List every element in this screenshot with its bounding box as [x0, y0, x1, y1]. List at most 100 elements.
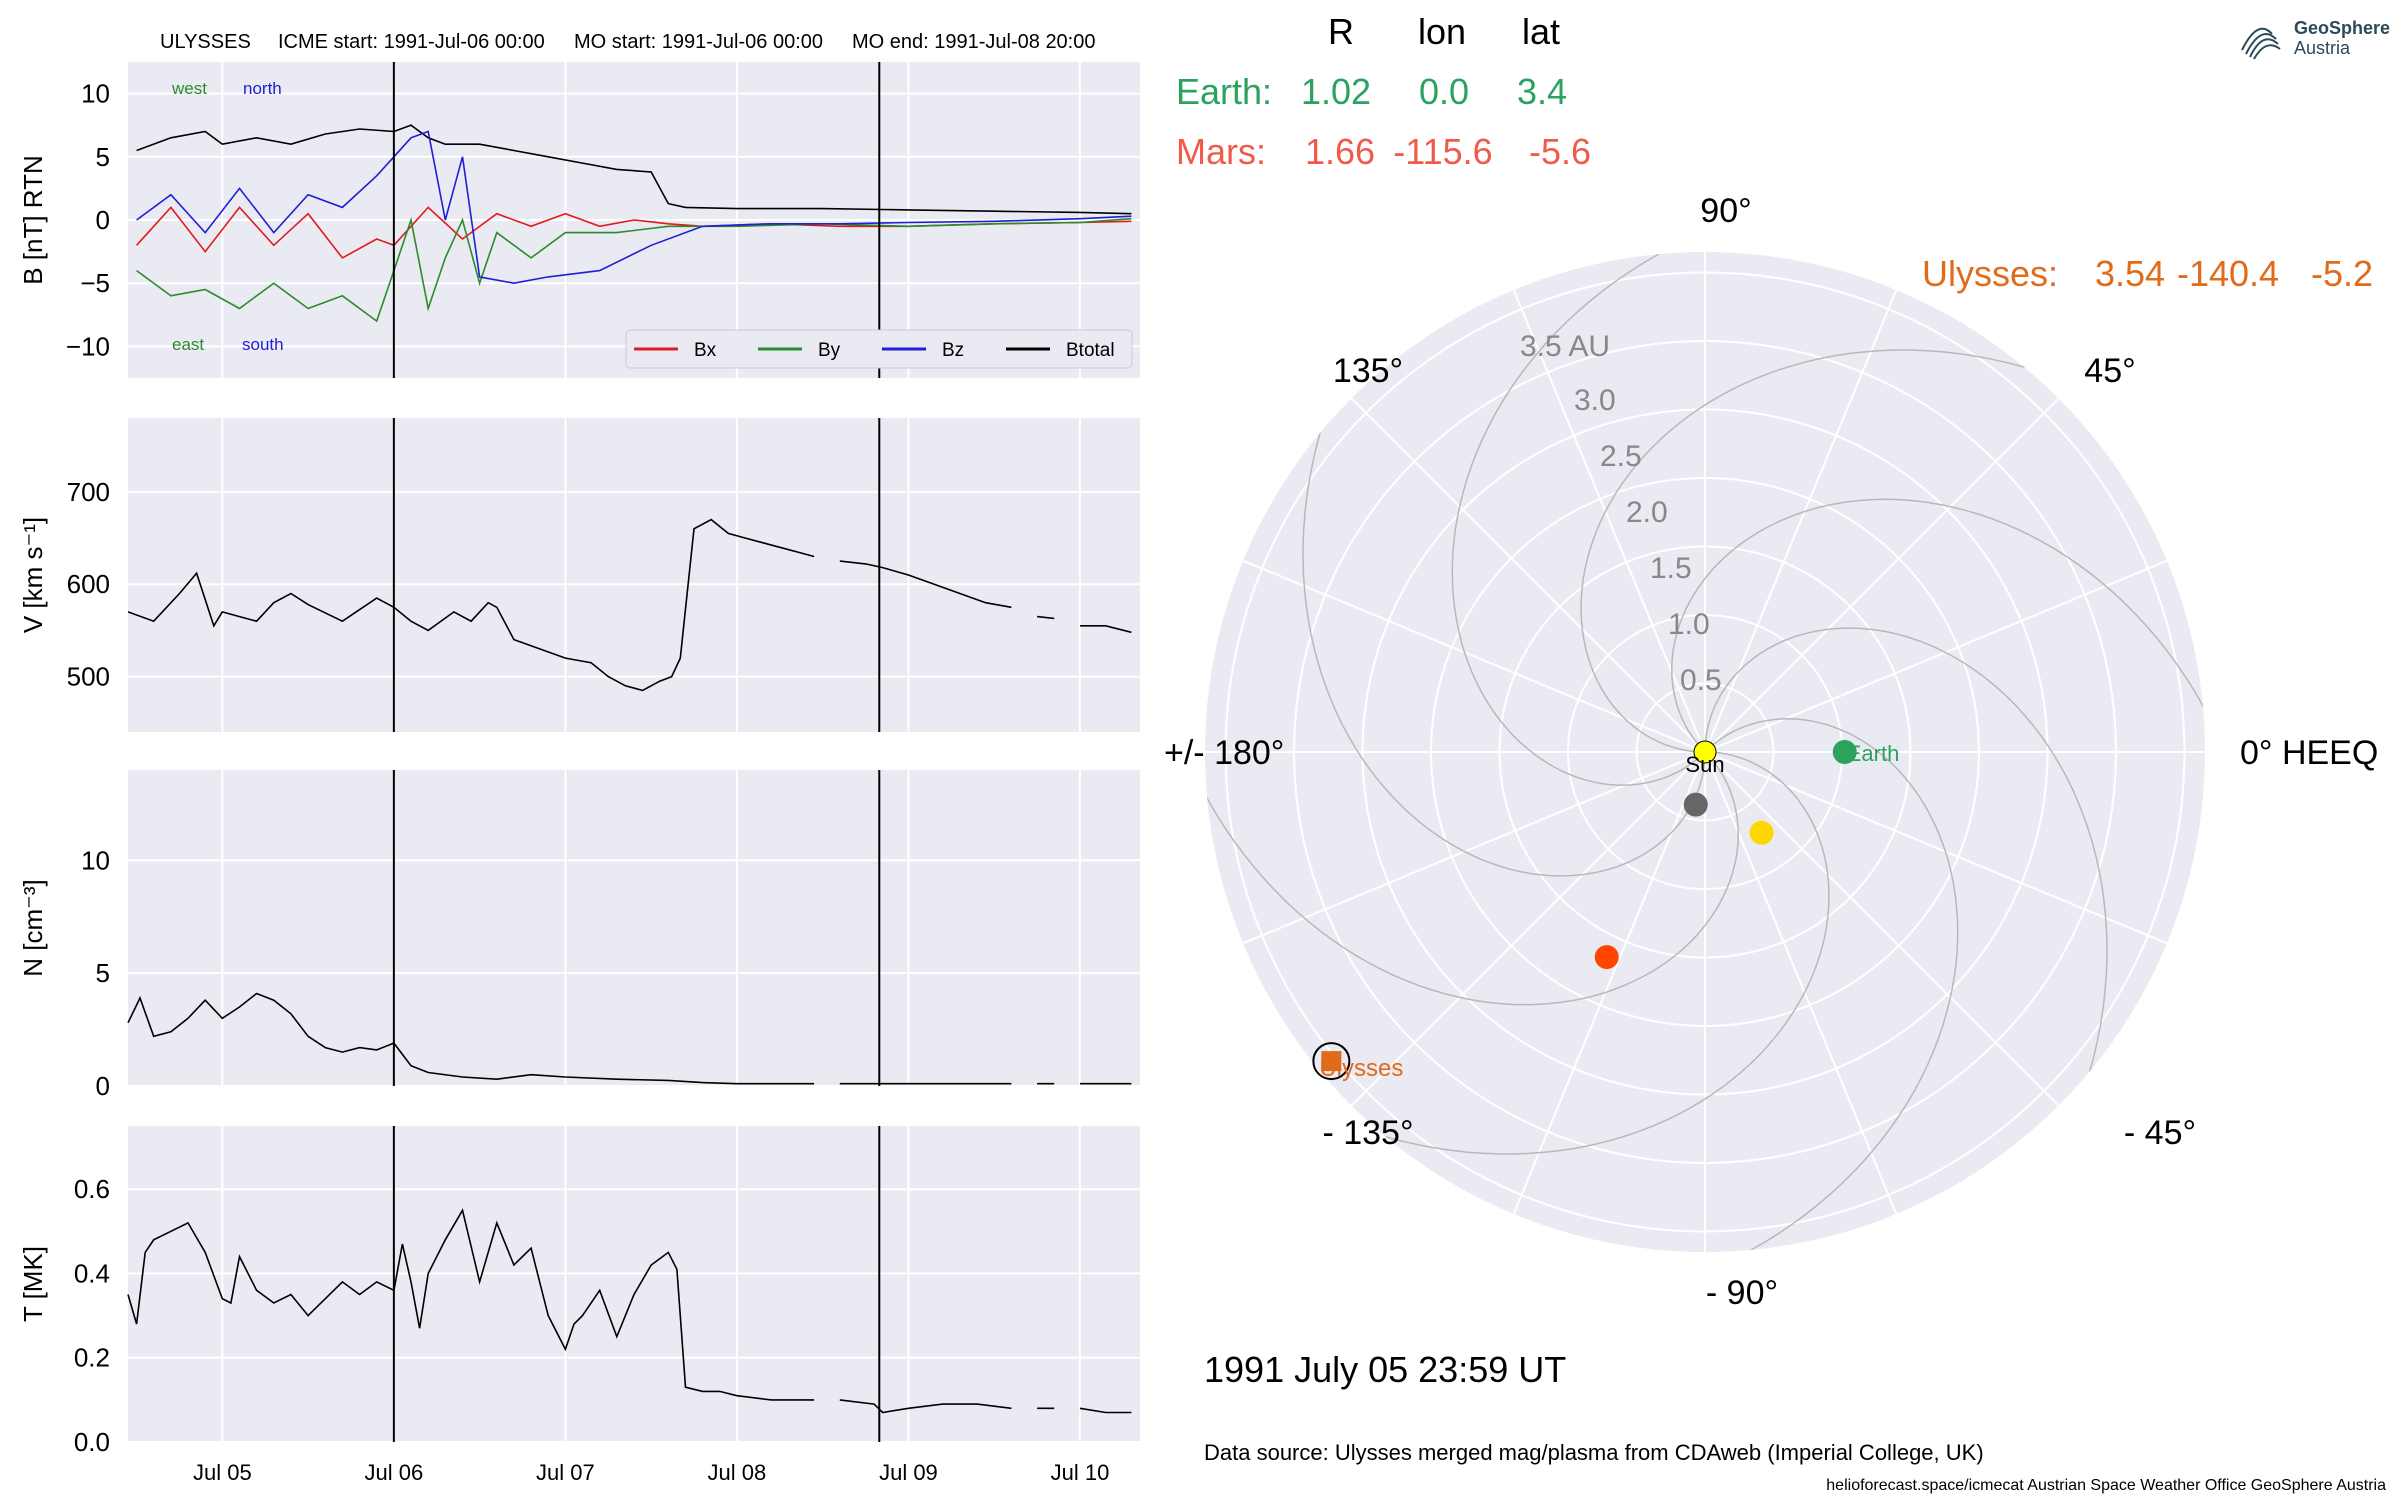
header-icme-start: ICME start: 1991-Jul-06 00:00 [278, 31, 545, 53]
y-tick-label: 0.0 [74, 1427, 110, 1457]
legend-by: By [818, 340, 841, 361]
x-tick-label: Jul 10 [1051, 1460, 1110, 1485]
polar-angle-label: - 90° [1706, 1274, 1778, 1312]
polar-grid-spoke [1704, 751, 2060, 1107]
parker-spirals [1205, 252, 2205, 1252]
polar-grid-spoke [1512, 751, 1706, 1215]
y-tick-label: 500 [67, 662, 110, 692]
earth-label: Earth [1847, 741, 1900, 766]
y-tick-label: 0.2 [74, 1343, 110, 1373]
velocity-panel: 700 600 500 V [km s⁻¹] [18, 418, 1140, 732]
series-line-bx [136, 206, 1132, 259]
ulysses-label: Ulysses: [1922, 253, 2058, 294]
annotation-west: west [171, 79, 207, 98]
polar-r-tick-label: 2.5 [1600, 440, 1642, 473]
polar-r-tick-label: 0.5 [1680, 664, 1722, 697]
annotation-north: north [243, 79, 282, 98]
parker-spiral-line [1704, 627, 2108, 1247]
planet-marker [1749, 820, 1774, 845]
polar-grid-spoke [1242, 751, 1706, 945]
panel-background [128, 1126, 1140, 1442]
earth-marker [1832, 740, 1857, 764]
annotation-south: south [242, 335, 284, 354]
parker-spiral-line [1302, 257, 1706, 877]
polar-grid-spoke [1704, 751, 1898, 1215]
series-line-t [1079, 1407, 1132, 1414]
x-tick-label: Jul 06 [365, 1460, 424, 1485]
y-tick-label: 10 [81, 79, 110, 109]
y-axis-label: B [nT] RTN [18, 155, 48, 285]
polar-grid-spoke [1512, 289, 1706, 753]
polar-grid-spoke [1350, 751, 1706, 1107]
annotation-east: east [172, 335, 204, 354]
earth-lon: 0.0 [1419, 71, 1469, 112]
polar-r-tick-label: 1.0 [1668, 608, 1710, 641]
y-tick-label: 0 [96, 205, 110, 235]
ulysses-lon: -140.4 [2177, 253, 2279, 294]
series-line-v [1080, 624, 1132, 634]
ulysses-marker [1321, 1051, 1342, 1072]
polar-grid-spoke [1704, 289, 1898, 753]
data-source-text: Data source: Ulysses merged mag/plasma f… [1204, 1440, 1984, 1465]
x-tick-label: Jul 09 [879, 1460, 938, 1485]
earth-r: 1.02 [1301, 71, 1371, 112]
mars-label: Mars: [1176, 131, 1266, 172]
y-tick-label: 600 [67, 569, 110, 599]
header-mo-end: MO end: 1991-Jul-08 20:00 [852, 31, 1096, 53]
series-line-t [839, 1399, 1012, 1414]
sun-marker [1693, 740, 1717, 764]
series-line-v [839, 560, 1012, 609]
table-header-lon: lon [1418, 11, 1466, 52]
planet-marker [1683, 792, 1708, 817]
header-spacecraft: ULYSSES [160, 31, 251, 53]
polar-r-tick-label: 3.0 [1574, 384, 1616, 417]
earth-label: Earth: [1176, 71, 1272, 112]
series-line-n [127, 992, 815, 1085]
y-axis-label: V [km s⁻¹] [18, 517, 48, 633]
parker-spiral-line [1210, 751, 1830, 1155]
polar-angle-label: 135° [1333, 352, 1403, 390]
series-line-btotal [136, 124, 1132, 215]
polar-r-tick-label: 1.5 [1650, 552, 1692, 585]
polar-angle-label: - 45° [2124, 1114, 2196, 1152]
legend-bx: Bx [694, 340, 717, 361]
mars-lon: -115.6 [1393, 131, 1492, 172]
b-legend: Bx By Bz Btotal [625, 329, 1133, 369]
table-header-r: R [1328, 11, 1354, 52]
series-line-v [1037, 615, 1055, 620]
polar-grid-spoke [1704, 751, 2168, 945]
polar-angle-label: - 135° [1322, 1114, 1413, 1152]
panel-background [128, 770, 1140, 1086]
ulysses-point-label: Ulysses [1319, 1055, 1403, 1082]
y-tick-label: 0.6 [74, 1174, 110, 1204]
polar-grid-spoke [1350, 397, 1706, 753]
geosphere-logo-icon [2241, 27, 2281, 60]
y-tick-label: 5 [96, 958, 110, 988]
planet-marker [1594, 945, 1619, 970]
geosphere-logo: GeoSphere Austria [2236, 14, 2390, 64]
header-mo-start: MO start: 1991-Jul-06 00:00 [574, 31, 823, 53]
y-tick-label: 0.4 [74, 1258, 110, 1288]
table-header-lat: lat [1522, 11, 1560, 52]
polar-plot: 0.5 1.0 1.5 2.0 2.5 3.0 3.5 AU 90° 45° 0° HEEQ - 4… [1164, 192, 2378, 1312]
y-tick-label: −10 [66, 331, 110, 361]
y-tick-label: 0 [96, 1071, 110, 1101]
ulysses-lat: -5.2 [2311, 253, 2373, 294]
legend-btotal: Btotal [1066, 340, 1115, 361]
timeseries-header: ULYSSES ICME start: 1991-Jul-06 00:00 MO… [160, 31, 1096, 53]
y-axis-label: N [cm⁻³] [18, 879, 48, 977]
legend-bz: Bz [942, 340, 964, 361]
polar-grid-spoke [1242, 559, 1706, 753]
logo-line1: GeoSphere [2294, 18, 2391, 38]
parker-spiral-line [1671, 498, 2205, 894]
footer-credits: helioforecast.space/icmecat Austrian Spa… [1826, 1477, 2386, 1494]
panel-background [128, 418, 1140, 732]
y-tick-label: 5 [96, 142, 110, 172]
position-table: R lon lat Earth: 1.02 0.0 3.4 Mars: 1.66… [1176, 11, 2373, 294]
mars-lat: -5.6 [1529, 131, 1591, 172]
parker-spiral-line [1563, 718, 1959, 1252]
b-direction-annotations: west north east south [171, 79, 284, 354]
x-tick-label: Jul 08 [708, 1460, 767, 1485]
ulysses-r: 3.54 [2095, 253, 2165, 294]
polar-angle-label: 0° HEEQ [2240, 734, 2378, 772]
